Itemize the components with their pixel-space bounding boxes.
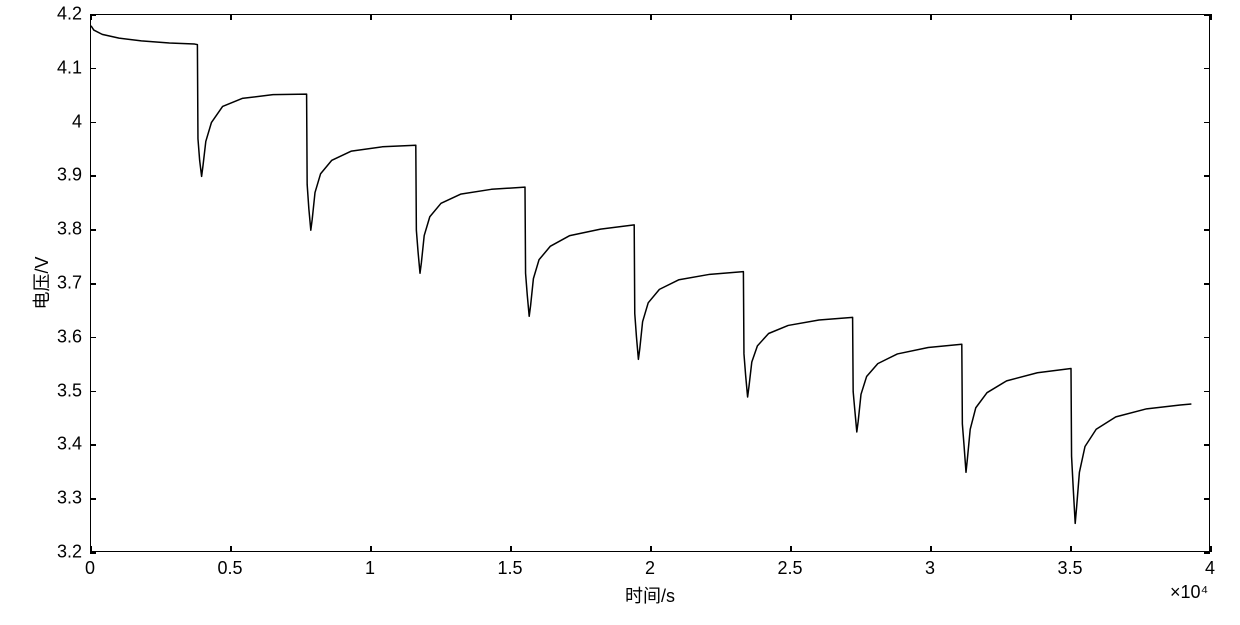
x-tick-label: 1.5 bbox=[480, 558, 540, 579]
y-tick-label: 3.3 bbox=[32, 488, 82, 509]
y-tick-mark bbox=[90, 229, 96, 231]
x-tick-mark bbox=[930, 14, 932, 20]
x-tick-mark bbox=[230, 546, 232, 552]
y-tick-label: 4.2 bbox=[32, 4, 82, 25]
x-tick-mark bbox=[370, 546, 372, 552]
y-tick-mark bbox=[1204, 552, 1210, 554]
y-tick-label: 4.1 bbox=[32, 57, 82, 78]
y-tick-mark bbox=[1204, 175, 1210, 177]
y-tick-mark bbox=[1204, 229, 1210, 231]
x-tick-mark bbox=[650, 14, 652, 20]
y-tick-mark bbox=[90, 122, 96, 124]
x-tick-label: 4 bbox=[1180, 558, 1240, 579]
y-tick-mark bbox=[1204, 68, 1210, 70]
y-tick-mark bbox=[90, 444, 96, 446]
x-tick-label: 0.5 bbox=[200, 558, 260, 579]
x-tick-mark bbox=[650, 546, 652, 552]
y-tick-mark bbox=[90, 498, 96, 500]
y-tick-mark bbox=[1204, 391, 1210, 393]
y-tick-mark bbox=[90, 391, 96, 393]
y-tick-mark bbox=[1204, 498, 1210, 500]
x-tick-mark bbox=[90, 14, 92, 20]
y-tick-label: 3.4 bbox=[32, 434, 82, 455]
x-tick-mark bbox=[790, 546, 792, 552]
y-tick-mark bbox=[1204, 444, 1210, 446]
y-tick-label: 3.5 bbox=[32, 380, 82, 401]
x-tick-label: 1 bbox=[340, 558, 400, 579]
x-tick-mark bbox=[1210, 14, 1212, 20]
x-tick-label: 2.5 bbox=[760, 558, 820, 579]
figure: 电压/V 时间/s ×10⁴ 3.23.33.43.53.63.73.83.94… bbox=[0, 0, 1240, 625]
x-tick-label: 3 bbox=[900, 558, 960, 579]
x-tick-mark bbox=[90, 546, 92, 552]
x-tick-mark bbox=[510, 546, 512, 552]
y-tick-label: 3.9 bbox=[32, 165, 82, 186]
y-tick-label: 3.7 bbox=[32, 273, 82, 294]
x-tick-mark bbox=[1070, 14, 1072, 20]
x-tick-mark bbox=[930, 546, 932, 552]
y-tick-mark bbox=[90, 175, 96, 177]
y-tick-mark bbox=[90, 552, 96, 554]
x-axis-multiplier: ×10⁴ bbox=[1170, 582, 1208, 603]
y-tick-mark bbox=[90, 337, 96, 339]
x-tick-mark bbox=[1210, 546, 1212, 552]
x-axis-label: 时间/s bbox=[625, 582, 675, 608]
y-tick-mark bbox=[1204, 283, 1210, 285]
x-tick-label: 0 bbox=[60, 558, 120, 579]
y-tick-label: 3.6 bbox=[32, 326, 82, 347]
voltage-curve bbox=[91, 15, 1211, 553]
x-tick-label: 2 bbox=[620, 558, 680, 579]
x-tick-mark bbox=[370, 14, 372, 20]
y-tick-label: 3.8 bbox=[32, 219, 82, 240]
plot-area bbox=[90, 14, 1210, 552]
x-tick-mark bbox=[510, 14, 512, 20]
y-tick-mark bbox=[90, 68, 96, 70]
y-tick-label: 4 bbox=[32, 111, 82, 132]
x-tick-mark bbox=[230, 14, 232, 20]
x-tick-mark bbox=[1070, 546, 1072, 552]
y-tick-mark bbox=[1204, 122, 1210, 124]
x-tick-label: 3.5 bbox=[1040, 558, 1100, 579]
y-tick-mark bbox=[90, 283, 96, 285]
y-tick-mark bbox=[1204, 337, 1210, 339]
x-tick-mark bbox=[790, 14, 792, 20]
voltage-line bbox=[91, 26, 1191, 524]
